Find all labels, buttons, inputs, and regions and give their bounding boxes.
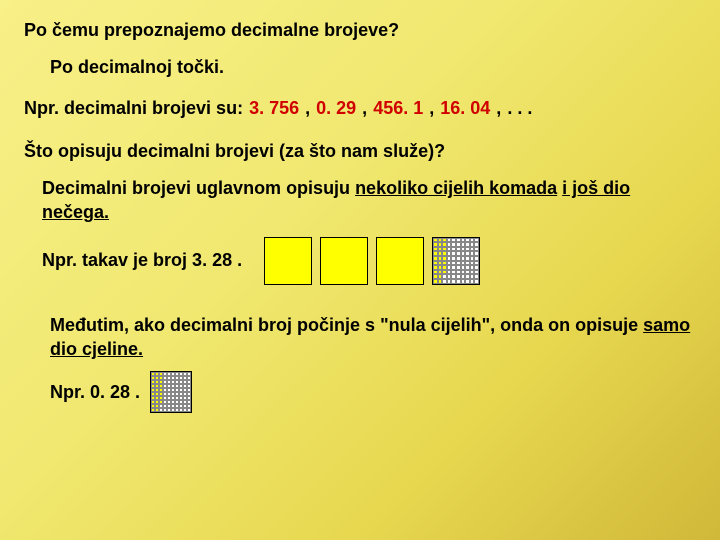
example-label: Npr. decimalni brojevi su: [24,98,243,119]
paragraph-zero-whole: Međutim, ako decimalni broj počinje s "n… [50,313,696,362]
fraction-box-28-small [150,371,192,413]
answer-2-part-a: Decimalni brojevi uglavnom opisuju [42,178,355,198]
whole-box [264,237,312,285]
whole-boxes [264,237,424,285]
decimal-value-3: 16. 04 [440,98,490,119]
question-1: Po čemu prepoznajemo decimalne brojeve? [24,20,696,41]
ellipsis: . . . [507,98,532,119]
separator: , [362,98,367,119]
example-decimals-line: Npr. decimalni brojevi su: 3. 756 , 0. 2… [24,98,696,119]
fraction-box-28 [432,237,480,285]
decimal-value-0: 3. 756 [249,98,299,119]
question-2: Što opisuju decimalni brojevi (za što na… [24,141,696,162]
decimal-value-1: 0. 29 [316,98,356,119]
separator: , [429,98,434,119]
whole-box [376,237,424,285]
answer-2-underline-1: nekoliko cijelih komada [355,178,557,198]
separator: , [305,98,310,119]
answer-2: Decimalni brojevi uglavnom opisuju nekol… [42,176,696,225]
separator: , [496,98,501,119]
decimal-value-2: 456. 1 [373,98,423,119]
example-3-28-row: Npr. takav je broj 3. 28 . [42,237,696,285]
whole-box [320,237,368,285]
example-3-28-label: Npr. takav je broj 3. 28 . [42,250,242,271]
example-0-28-label: Npr. 0. 28 . [50,382,140,403]
p2-part-a: Međutim, ako decimalni broj počinje s "n… [50,315,643,335]
example-0-28-row: Npr. 0. 28 . [50,371,696,413]
answer-1: Po decimalnoj točki. [50,57,696,78]
